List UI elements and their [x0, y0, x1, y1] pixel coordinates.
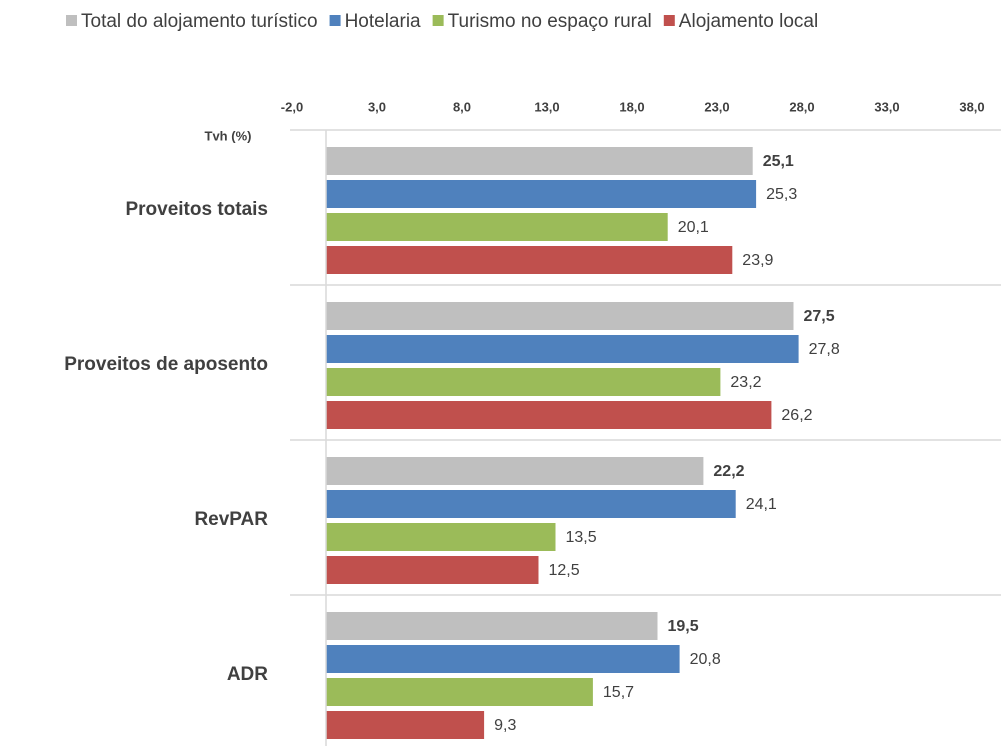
- value-label: 20,8: [690, 651, 721, 668]
- bar: [326, 490, 736, 518]
- value-label: 23,9: [742, 252, 773, 269]
- axis-label: Tvh (%): [205, 128, 252, 143]
- x-tick-label: 13,0: [534, 99, 559, 114]
- value-label: 19,5: [668, 618, 699, 635]
- value-label: 12,5: [549, 562, 580, 579]
- legend-label: Hotelaria: [345, 11, 421, 32]
- category-label: Proveitos totais: [125, 199, 268, 220]
- value-label: 24,1: [746, 496, 777, 513]
- x-tick-label: 8,0: [453, 99, 471, 114]
- bar: [326, 523, 556, 551]
- bar: [326, 335, 799, 363]
- bar: [326, 457, 704, 485]
- x-tick-label: 23,0: [704, 99, 729, 114]
- legend-swatch: [66, 15, 77, 26]
- value-label: 22,2: [713, 463, 744, 480]
- value-label: 9,3: [494, 717, 516, 734]
- legend-swatch: [663, 15, 675, 26]
- x-tick-label: -2,0: [281, 99, 303, 114]
- value-label: 15,7: [603, 684, 634, 701]
- value-label: 25,3: [766, 186, 797, 203]
- category-label: RevPAR: [194, 509, 268, 530]
- bar: [326, 180, 757, 208]
- category-label: ADR: [227, 664, 268, 685]
- bar: [326, 302, 794, 330]
- legend-swatch: [329, 15, 341, 26]
- value-label: 13,5: [566, 529, 597, 546]
- value-label: 27,5: [804, 308, 835, 325]
- legend-label: Total do alojamento turístico: [81, 11, 318, 32]
- bar: [326, 246, 733, 274]
- legend-swatch: [432, 15, 444, 26]
- value-label: 23,2: [730, 374, 761, 391]
- x-tick-label: 3,0: [368, 99, 386, 114]
- value-label: 27,8: [809, 341, 840, 358]
- value-label: 20,1: [678, 219, 709, 236]
- bar: [326, 147, 753, 175]
- bar: [326, 213, 668, 241]
- bar: [326, 556, 539, 584]
- legend-label: Turismo no espaço rural: [448, 11, 652, 32]
- bar: [326, 678, 593, 706]
- legend-label: Alojamento local: [679, 11, 818, 32]
- x-tick-label: 38,0: [959, 99, 984, 114]
- value-label: 25,1: [763, 153, 794, 170]
- x-tick-label: 28,0: [789, 99, 814, 114]
- bar: [326, 645, 680, 673]
- bar: [326, 612, 658, 640]
- bar: [326, 368, 721, 396]
- bar: [326, 711, 485, 739]
- category-label: Proveitos de aposento: [64, 354, 268, 375]
- x-tick-label: 18,0: [619, 99, 644, 114]
- value-label: 26,2: [781, 407, 812, 424]
- bar: [326, 401, 772, 429]
- x-tick-label: 33,0: [874, 99, 899, 114]
